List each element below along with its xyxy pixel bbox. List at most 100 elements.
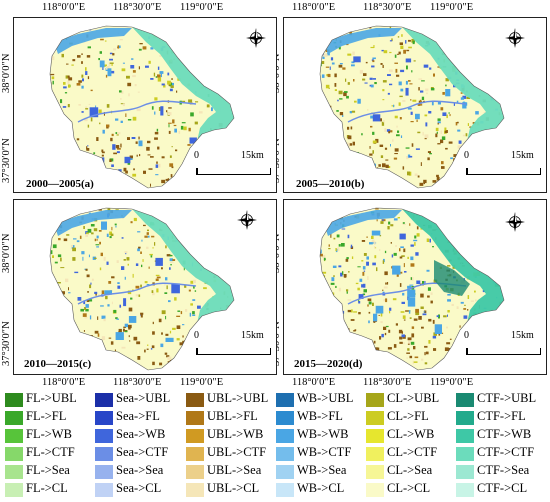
- north-arrow-icon: [237, 210, 257, 230]
- top-lon-label-4: 118°0′0″E: [292, 2, 336, 13]
- map-panel-c: 2010—2015(c) 0 15km: [13, 199, 277, 375]
- legend-label: FL->FL: [26, 409, 67, 423]
- map-panel-d: 2015—2020(d) 0 15km: [283, 199, 547, 375]
- scale-bar: [196, 163, 271, 175]
- scale-zero-label: 0: [464, 150, 469, 161]
- land-change-map-c: [49, 207, 235, 371]
- legend-label: UBL->Sea: [207, 463, 262, 477]
- legend-label: WB->CTF: [297, 445, 352, 459]
- legend-label: WB->CL: [297, 481, 345, 495]
- legend-swatch: [95, 411, 113, 425]
- legend-label: CTF->CL: [477, 481, 528, 495]
- legend-swatch: [366, 465, 384, 479]
- legend-label: WB->FL: [297, 409, 343, 423]
- legend-swatch: [276, 429, 294, 443]
- bottom-lon-label-1: 118°0′0″E: [42, 377, 86, 388]
- legend-swatch: [5, 411, 23, 425]
- legend-swatch: [95, 483, 113, 497]
- land-change-map-b: [319, 25, 505, 189]
- legend-swatch: [456, 411, 474, 425]
- legend-label: CTF->CTF: [477, 445, 535, 459]
- legend-swatch: [5, 465, 23, 479]
- legend-swatch: [276, 465, 294, 479]
- legend-label: FL->WB: [26, 427, 72, 441]
- scale-end-label: 15km: [511, 330, 534, 341]
- north-arrow-icon: [246, 28, 266, 48]
- scale-zero-label: 0: [464, 330, 469, 341]
- legend-swatch: [456, 483, 474, 497]
- top-lon-label-5: 118°30′0″E: [363, 2, 412, 13]
- bottom-lon-label-3: 119°0′0″E: [180, 377, 224, 388]
- legend-label: Sea->FL: [116, 409, 160, 423]
- legend-swatch: [456, 393, 474, 407]
- legend-swatch: [366, 393, 384, 407]
- legend-label: FL->CL: [26, 481, 68, 495]
- legend-swatch: [95, 465, 113, 479]
- legend-swatch: [95, 429, 113, 443]
- bottom-lon-label-5: 118°30′0″E: [363, 377, 412, 388]
- legend-swatch: [95, 447, 113, 461]
- scale-end-label: 15km: [511, 150, 534, 161]
- legend-label: UBL->WB: [207, 427, 264, 441]
- scale-bar: [466, 163, 541, 175]
- legend-label: CL->Sea: [387, 463, 433, 477]
- legend-swatch: [366, 411, 384, 425]
- legend-label: FL->UBL: [26, 391, 77, 405]
- legend-label: Sea->WB: [116, 427, 166, 441]
- legend-swatch: [5, 393, 23, 407]
- panel-label: 2000—2005(a): [26, 178, 94, 190]
- legend-swatch: [276, 483, 294, 497]
- panel-label: 2015—2020(d): [294, 358, 363, 370]
- legend-label: CTF->FL: [477, 409, 526, 423]
- legend-swatch: [456, 465, 474, 479]
- legend-label: Sea->CTF: [116, 445, 169, 459]
- legend-swatch: [186, 411, 204, 425]
- map-panel-b: 2005—2010(b) 0 15km: [283, 17, 547, 193]
- scale-end-label: 15km: [241, 330, 264, 341]
- top-lon-label-2: 118°30′0″E: [113, 2, 162, 13]
- panel-label: 2010—2015(c): [24, 358, 92, 370]
- left-lat-label-2: 37°30′0″N: [1, 138, 12, 183]
- north-arrow-icon: [505, 212, 525, 232]
- legend-swatch: [276, 393, 294, 407]
- scale-zero-label: 0: [194, 330, 199, 341]
- legend-label: WB->WB: [297, 427, 349, 441]
- legend-label: UBL->CTF: [207, 445, 267, 459]
- left-lat-label-3: 38°0′0″N: [1, 233, 12, 273]
- legend-swatch: [456, 429, 474, 443]
- legend-swatch: [186, 429, 204, 443]
- legend-label: CTF->WB: [477, 427, 532, 441]
- legend-label: Sea->UBL: [116, 391, 171, 405]
- legend-label: UBL->UBL: [207, 391, 269, 405]
- legend-swatch: [95, 393, 113, 407]
- legend-swatch: [186, 465, 204, 479]
- legend-swatch: [366, 429, 384, 443]
- top-lon-label-6: 119°0′0″E: [430, 2, 474, 13]
- legend-swatch: [186, 483, 204, 497]
- scale-bar: [466, 343, 541, 355]
- legend-label: CL->CTF: [387, 445, 438, 459]
- legend-swatch: [276, 411, 294, 425]
- bottom-lon-label-4: 118°0′0″E: [292, 377, 336, 388]
- legend-label: CL->CL: [387, 481, 431, 495]
- legend-label: Sea->Sea: [116, 463, 164, 477]
- legend-swatch: [5, 483, 23, 497]
- north-arrow-icon: [505, 28, 525, 48]
- legend: FL->UBL FL->FL FL->WB FL->CTF FL->Sea FL->CL S…: [5, 391, 550, 501]
- legend-label: CL->UBL: [387, 391, 440, 405]
- legend-swatch: [186, 393, 204, 407]
- land-change-map-a: [49, 25, 235, 189]
- legend-label: CL->WB: [387, 427, 435, 441]
- panel-label: 2005—2010(b): [296, 178, 365, 190]
- legend-label: CTF->Sea: [477, 463, 530, 477]
- legend-label: WB->Sea: [297, 463, 347, 477]
- legend-label: CTF->UBL: [477, 391, 537, 405]
- legend-label: UBL->CL: [207, 481, 260, 495]
- legend-label: CL->FL: [387, 409, 429, 423]
- legend-swatch: [186, 447, 204, 461]
- left-lat-label-4: 37°30′0″N: [1, 321, 12, 366]
- legend-swatch: [276, 447, 294, 461]
- top-lon-label-1: 118°0′0″E: [42, 2, 86, 13]
- bottom-lon-label-2: 118°30′0″E: [113, 377, 162, 388]
- map-panel-a: 2000—2005(a) 0 15km: [13, 17, 277, 193]
